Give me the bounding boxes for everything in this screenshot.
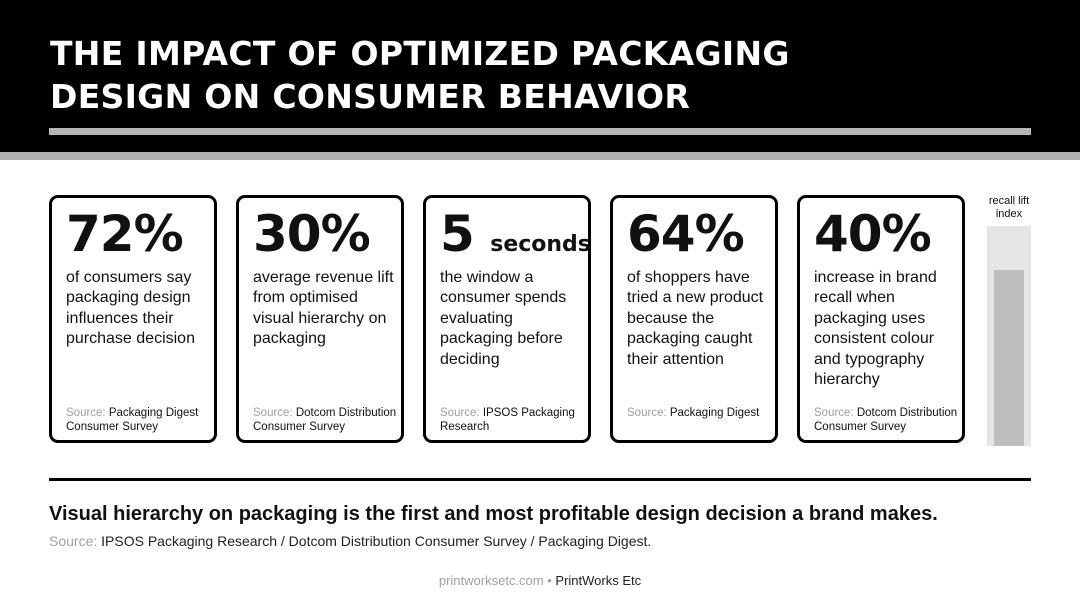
stat-value: 5 seconds: [440, 205, 591, 263]
stat-card-5: 40% increase in brand recall when packag…: [797, 195, 965, 443]
stat-value: 40%: [814, 205, 932, 263]
footer-credit: printworksetc.com • PrintWorks Etc: [438, 573, 642, 588]
stat-card-1: 72% of consumers say packaging design in…: [49, 195, 217, 443]
stat-card-2: 30% average revenue lift from optimised …: [236, 195, 404, 443]
recall-gauge-label: recall lift index: [988, 195, 1030, 220]
key-takeaway: Visual hierarchy on packaging is the fir…: [49, 503, 938, 525]
stat-source: Source: IPSOS Packaging Research: [440, 407, 575, 433]
stat-source: Source: Dotcom Distribution Consumer Sur…: [253, 407, 397, 433]
recall-gauge-bar: [994, 270, 1024, 446]
stat-description: average revenue lift from optimised visu…: [253, 269, 394, 348]
footer-url: printworksetc.com: [438, 573, 544, 588]
stat-source: Source: Packaging Digest Consumer Survey: [66, 407, 199, 433]
page-title-line-2: DESIGN ON CONSUMER BEHAVIOR: [50, 77, 691, 116]
stat-value: 72%: [66, 205, 184, 263]
stat-source: Source: Packaging Digest: [627, 407, 760, 419]
section-divider: [49, 478, 1031, 481]
stat-description: increase in brand recall when packaging …: [814, 269, 937, 389]
stat-source: Source: Dotcom Distribution Consumer Sur…: [814, 407, 958, 433]
stat-description: of consumers say packaging design influe…: [66, 269, 195, 348]
title-underline: [49, 128, 1031, 135]
page-title-line-1: THE IMPACT OF OPTIMIZED PACKAGING: [50, 34, 790, 73]
stat-description: of shoppers have tried a new product bec…: [627, 269, 764, 368]
stat-value: 30%: [253, 205, 371, 263]
stat-card-4: 64% of shoppers have tried a new product…: [610, 195, 778, 443]
sources-footnote: Source: IPSOS Packaging Research / Dotco…: [49, 533, 652, 549]
header-band: THE IMPACT OF OPTIMIZED PACKAGING DESIGN…: [0, 0, 1080, 152]
stat-description: the window a consumer spends evaluating …: [440, 269, 567, 368]
stat-value: 64%: [627, 205, 745, 263]
footer-brand: PrintWorks Etc: [555, 573, 642, 588]
header-bottom-stripe: [0, 152, 1080, 160]
stat-card-3: 5 seconds the window a consumer spends e…: [423, 195, 591, 443]
recall-gauge-track: [987, 226, 1031, 446]
